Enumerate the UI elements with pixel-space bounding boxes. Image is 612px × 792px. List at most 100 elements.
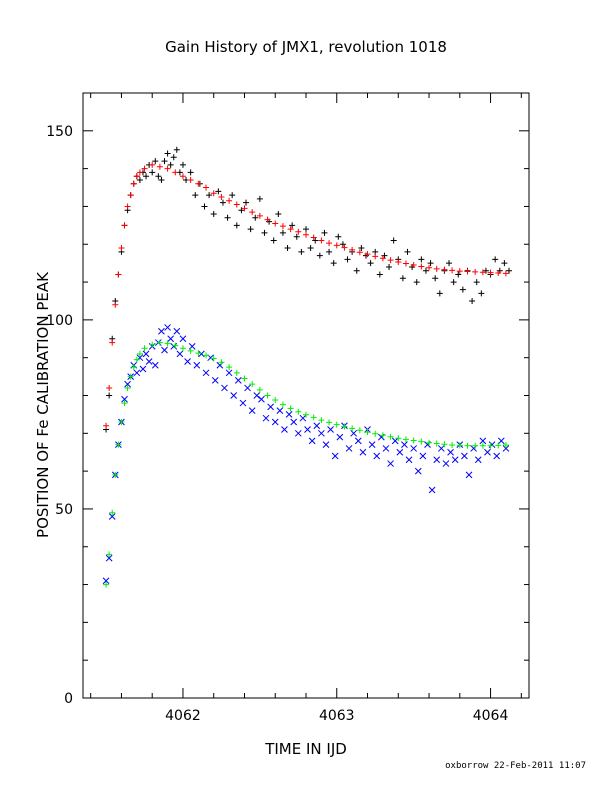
data-point — [335, 233, 342, 240]
data-point — [402, 260, 409, 267]
data-point — [345, 445, 353, 452]
data-point — [167, 161, 174, 168]
data-point — [155, 173, 162, 180]
data-point — [203, 184, 210, 191]
data-point — [179, 173, 186, 180]
data-point — [461, 452, 468, 460]
data-point — [473, 279, 480, 286]
data-point — [427, 260, 434, 267]
data-point — [241, 375, 248, 382]
data-point — [124, 380, 131, 388]
data-point — [229, 192, 236, 199]
x-tick-label: 4063 — [319, 708, 355, 724]
data-point — [364, 251, 371, 258]
data-point — [381, 252, 388, 259]
data-point — [109, 509, 116, 516]
data-point — [318, 237, 325, 244]
data-point — [248, 407, 256, 414]
data-point — [382, 445, 390, 452]
data-point — [244, 384, 251, 392]
data-point — [313, 422, 321, 430]
data-point — [225, 369, 233, 377]
data-point — [216, 361, 224, 369]
data-point — [404, 248, 411, 255]
data-point — [447, 448, 454, 456]
series-1 — [103, 146, 513, 433]
data-point — [484, 448, 491, 456]
data-point — [218, 193, 225, 200]
data-point — [418, 263, 425, 270]
data-point — [275, 211, 282, 217]
data-point — [102, 577, 110, 585]
data-point — [330, 260, 337, 267]
data-point — [387, 460, 394, 467]
data-point — [195, 180, 202, 187]
data-point — [372, 253, 379, 260]
chart-title: Gain History of JMX1, revolution 1018 — [165, 38, 447, 56]
data-point — [295, 408, 302, 415]
data-point — [413, 279, 420, 286]
data-point — [497, 437, 505, 445]
data-point — [256, 386, 263, 393]
data-point — [287, 405, 294, 412]
data-point — [441, 266, 448, 273]
data-point — [373, 452, 381, 460]
data-point — [410, 437, 417, 444]
data-point — [433, 456, 441, 464]
data-point — [179, 335, 187, 343]
data-point — [215, 188, 222, 195]
data-point — [405, 456, 413, 464]
data-point — [226, 364, 233, 371]
series-4 — [103, 339, 509, 588]
data-point — [451, 456, 459, 464]
data-point — [241, 205, 248, 212]
series-2 — [103, 161, 509, 429]
data-point — [115, 271, 122, 278]
data-point — [287, 226, 294, 233]
data-point — [295, 228, 302, 235]
data-point — [455, 271, 462, 278]
data-point — [310, 414, 317, 421]
data-point — [247, 226, 254, 233]
data-point — [449, 267, 456, 274]
data-point — [264, 392, 271, 399]
data-point — [470, 445, 477, 452]
data-point — [472, 442, 479, 449]
data-point — [272, 397, 279, 404]
data-point — [354, 437, 362, 445]
data-point — [399, 275, 406, 282]
data-point — [410, 262, 417, 269]
data-point — [487, 269, 494, 276]
data-point — [418, 438, 425, 445]
data-point — [121, 395, 128, 403]
data-point — [402, 436, 409, 443]
data-point — [479, 442, 486, 449]
data-point — [161, 346, 168, 354]
data-point — [127, 373, 134, 380]
data-point — [272, 220, 279, 227]
data-point — [414, 467, 422, 475]
data-point — [179, 345, 186, 352]
data-point — [201, 203, 208, 210]
data-point — [224, 214, 231, 221]
data-point — [469, 297, 476, 304]
series-3 — [102, 324, 510, 585]
data-point — [368, 441, 376, 449]
data-point — [243, 199, 250, 206]
data-point — [198, 350, 205, 358]
data-point — [149, 169, 156, 176]
data-point — [387, 257, 394, 264]
data-point — [108, 513, 116, 520]
data-point — [173, 146, 180, 153]
data-point — [173, 327, 181, 335]
data-point — [456, 442, 463, 449]
data-point — [410, 445, 418, 452]
data-point — [396, 448, 404, 456]
data-point — [271, 418, 279, 426]
data-point — [333, 242, 340, 249]
data-point — [303, 231, 309, 238]
data-point — [502, 270, 509, 277]
data-point — [299, 414, 307, 422]
data-point — [239, 399, 247, 407]
